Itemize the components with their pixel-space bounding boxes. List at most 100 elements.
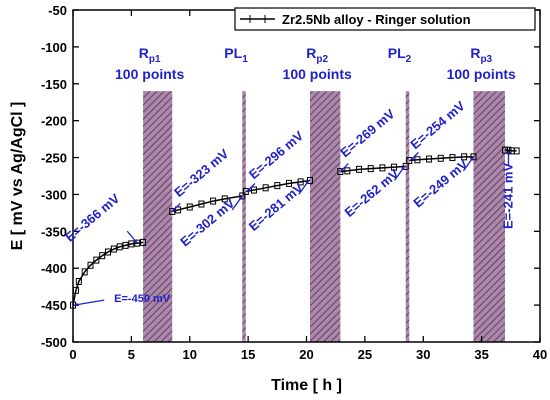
region-label-points: 100 points <box>447 66 516 82</box>
shaded-region <box>310 91 341 343</box>
region-label-points: 100 points <box>283 66 352 82</box>
y-tick-label: -400 <box>41 261 67 276</box>
data-point <box>116 243 123 251</box>
data-point <box>81 268 88 276</box>
x-tick-label: 10 <box>183 347 197 362</box>
data-point <box>449 154 456 162</box>
shaded-region <box>143 91 173 343</box>
legend-box <box>234 7 536 31</box>
legend-entry-label: Zr2.5Nb alloy - Ringer solution <box>282 12 471 27</box>
annotation-arrowhead <box>238 195 243 200</box>
region-label-main: R <box>139 45 149 61</box>
region-label: Rp2 <box>306 45 328 65</box>
region-label: Rp3 <box>470 45 492 65</box>
data-point <box>210 197 217 205</box>
annotation-arrowhead <box>400 166 405 171</box>
annotation-arrowhead <box>410 156 415 161</box>
value-annotation: E=-262 mV <box>342 166 403 220</box>
x-tick-label: 20 <box>299 347 313 362</box>
y-tick-label: -500 <box>41 335 67 350</box>
data-point <box>337 168 344 176</box>
data-point <box>307 176 314 184</box>
value-annotation: E=-323 mV <box>171 146 232 200</box>
series-line <box>340 165 406 173</box>
region-label-subscript: p1 <box>149 54 161 65</box>
y-tick-label: -200 <box>41 114 67 129</box>
data-point <box>513 147 520 155</box>
data-point <box>93 256 100 264</box>
annotation-arrowhead <box>74 302 78 307</box>
axes-layer: 0 5 10 15 20 25 30 35 40 -500 -450 -400 -350 -300 -250… <box>41 3 547 362</box>
data-point <box>356 165 363 173</box>
x-axis-title: Time [ h ] <box>271 377 342 394</box>
data-point <box>242 187 249 195</box>
data-point <box>105 248 112 256</box>
value-annotation: E=-450 mV <box>114 293 171 305</box>
y-tick-label: -50 <box>48 3 67 18</box>
x-tick-label: 40 <box>533 347 547 362</box>
data-point <box>128 240 135 248</box>
annotation-arrowhead <box>469 156 474 161</box>
data-point <box>169 207 176 215</box>
data-point <box>461 153 468 161</box>
legend: Zr2.5Nb alloy - Ringer solution <box>234 7 536 31</box>
data-point <box>285 179 292 187</box>
data-point <box>274 182 281 190</box>
value-annotation: E=-249 mV <box>410 156 471 210</box>
annotation-arrowhead <box>305 180 309 185</box>
data-point <box>437 154 444 162</box>
regions-layer <box>143 91 505 343</box>
annotation-arrow <box>74 299 105 306</box>
data-point <box>186 203 193 211</box>
data-point <box>379 164 386 172</box>
annotation-arrowhead <box>506 150 511 155</box>
data-point <box>198 200 205 208</box>
value-annotation: E=-366 mV <box>62 190 123 244</box>
region-label-main: R <box>306 45 316 61</box>
region-label-main: R <box>470 45 480 61</box>
shaded-region <box>473 91 505 343</box>
series-layer <box>70 146 520 309</box>
annotation-arrowhead <box>172 207 177 212</box>
annotation-arrowhead <box>246 187 251 192</box>
x-tick-label: 0 <box>69 347 76 362</box>
data-point <box>140 238 147 246</box>
data-point <box>110 245 117 253</box>
data-point <box>414 156 421 164</box>
data-point <box>250 186 257 194</box>
x-tick-label: 30 <box>416 347 430 362</box>
y-axis-title: E [ mV vs Ag/AgCl ] <box>9 102 26 251</box>
data-point <box>262 184 269 192</box>
data-point <box>367 165 374 173</box>
data-point <box>122 241 129 249</box>
y-tick-label: -150 <box>41 77 67 92</box>
series-line <box>245 179 311 193</box>
data-point <box>297 178 304 186</box>
x-tick-label: 5 <box>128 347 135 362</box>
value-annotation: E=-281 mV <box>246 180 307 234</box>
annotation-arrowhead <box>133 239 138 244</box>
data-point <box>470 153 477 161</box>
region-label: PL2 <box>388 45 412 65</box>
annotations-layer: E=-450 mVE=-366 mVE=-323 mVE=-302 mVE=-2… <box>62 98 515 307</box>
data-point <box>221 195 228 203</box>
region-label-subscript: p2 <box>316 54 328 65</box>
shaded-region <box>405 91 410 343</box>
x-tick-label: 35 <box>474 347 488 362</box>
x-tick-label: 25 <box>358 347 372 362</box>
series-line <box>172 195 243 213</box>
data-point <box>344 167 351 175</box>
data-point <box>406 157 413 165</box>
x-tick-label: 15 <box>241 347 255 362</box>
region-label-points: 100 points <box>115 66 184 82</box>
region-label: Rp1 <box>139 45 161 65</box>
y-tick-label: -250 <box>41 151 67 166</box>
annotation-arrowhead <box>340 167 345 172</box>
value-annotation: E=-296 mV <box>246 128 307 182</box>
region-label-subscript: p3 <box>480 54 492 65</box>
data-point <box>426 155 433 163</box>
value-annotation: E=-254 mV <box>407 98 468 152</box>
region-label-subscript: 1 <box>242 54 248 65</box>
